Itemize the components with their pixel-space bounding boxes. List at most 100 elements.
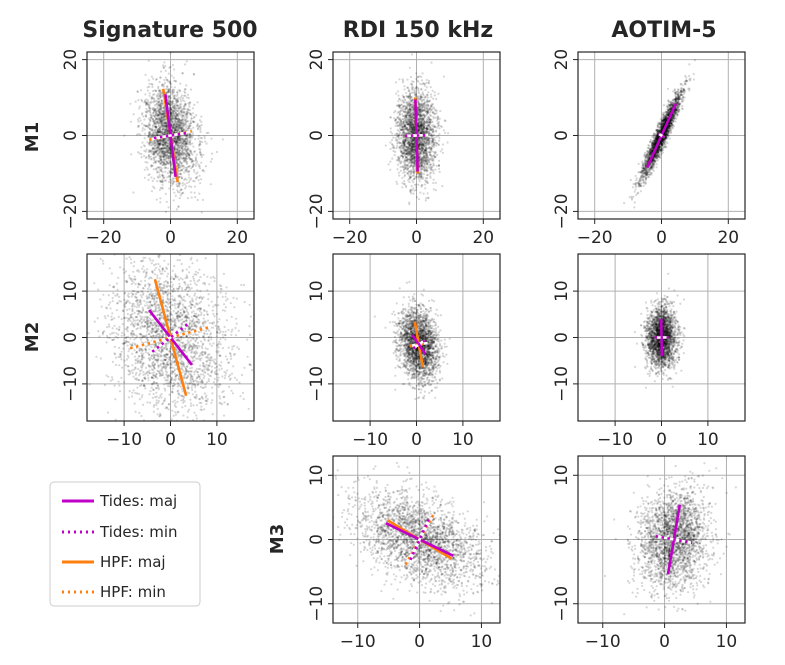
scatter-point bbox=[183, 114, 186, 117]
scatter-point bbox=[186, 127, 189, 130]
scatter-point bbox=[416, 76, 419, 79]
scatter-point bbox=[157, 102, 160, 105]
scatter-point bbox=[407, 100, 410, 103]
scatter-point bbox=[175, 122, 178, 126]
scatter-point bbox=[409, 144, 412, 147]
scatter-point bbox=[182, 111, 185, 114]
scatter-point bbox=[173, 121, 176, 124]
scatter-point bbox=[161, 116, 164, 120]
scatter-point bbox=[152, 151, 155, 154]
scatter-point bbox=[163, 116, 166, 119]
scatter-point bbox=[173, 146, 176, 149]
scatter-point bbox=[420, 129, 423, 132]
scatter-point bbox=[186, 93, 190, 96]
scatter-point bbox=[423, 121, 426, 124]
scatter-point bbox=[418, 118, 421, 121]
scatter-point bbox=[168, 110, 171, 113]
scatter-point bbox=[158, 142, 161, 146]
scatter-point bbox=[417, 103, 420, 106]
scatter-point bbox=[402, 110, 405, 113]
scatter-point bbox=[177, 137, 180, 140]
scatter-point bbox=[409, 188, 412, 191]
scatter-point bbox=[423, 150, 426, 153]
scatter-point bbox=[180, 188, 183, 191]
scatter-point bbox=[404, 125, 407, 128]
scatter-point bbox=[154, 125, 157, 128]
scatter-point bbox=[178, 124, 181, 127]
scatter-point bbox=[396, 116, 399, 119]
scatter-point bbox=[421, 96, 424, 99]
scatter-point bbox=[161, 178, 164, 181]
scatter-point bbox=[175, 97, 178, 100]
scatter-point bbox=[165, 147, 168, 150]
scatter-point bbox=[193, 191, 196, 194]
scatter-point bbox=[179, 105, 182, 108]
scatter-point bbox=[178, 138, 181, 141]
scatter-point bbox=[160, 150, 163, 153]
scatter-point bbox=[425, 106, 428, 110]
scatter-point bbox=[174, 129, 177, 132]
scatter-point bbox=[399, 162, 402, 165]
scatter-point bbox=[194, 138, 197, 141]
scatter-point bbox=[407, 153, 411, 156]
scatter-point bbox=[157, 139, 160, 142]
scatter-point bbox=[159, 139, 162, 142]
scatter-point bbox=[420, 96, 423, 99]
scatter-point bbox=[163, 141, 166, 144]
scatter-point bbox=[410, 126, 413, 129]
scatter-point bbox=[179, 194, 182, 197]
scatter-point bbox=[425, 120, 428, 123]
scatter-point bbox=[175, 161, 178, 164]
scatter-point bbox=[156, 134, 159, 137]
scatter-point bbox=[167, 98, 170, 101]
scatter-point bbox=[162, 133, 165, 136]
scatter-point bbox=[143, 137, 146, 140]
scatter-point bbox=[427, 100, 430, 103]
scatter-point bbox=[401, 157, 405, 160]
scatter-point bbox=[421, 121, 424, 124]
scatter-point bbox=[418, 120, 421, 123]
scatter-point bbox=[161, 130, 164, 133]
scatter-point bbox=[403, 115, 406, 118]
scatter-point bbox=[431, 165, 434, 169]
scatter-point bbox=[170, 123, 173, 127]
scatter-point bbox=[160, 140, 163, 143]
scatter-point bbox=[160, 149, 163, 152]
scatter-point bbox=[156, 175, 160, 178]
scatter-point bbox=[181, 129, 184, 132]
scatter-point bbox=[421, 160, 424, 163]
scatter-point bbox=[398, 97, 401, 100]
scatter-point bbox=[411, 80, 414, 83]
scatter-point bbox=[167, 139, 170, 142]
scatter-point bbox=[399, 110, 402, 113]
scatter-point bbox=[162, 66, 166, 69]
scatter-point bbox=[423, 120, 426, 123]
scatter-point bbox=[171, 115, 175, 118]
scatter-point bbox=[407, 128, 410, 131]
scatter-point bbox=[154, 151, 157, 154]
scatter-point bbox=[425, 107, 428, 110]
scatter-point bbox=[184, 88, 187, 91]
scatter-point bbox=[140, 152, 143, 156]
scatter-point bbox=[390, 139, 394, 142]
scatter-point bbox=[157, 100, 160, 103]
scatter-point bbox=[157, 124, 160, 128]
scatter-point bbox=[168, 97, 171, 100]
scatter-point bbox=[417, 118, 420, 121]
scatter-point bbox=[161, 163, 164, 167]
scatter-point bbox=[179, 109, 182, 112]
scatter-point bbox=[183, 119, 187, 122]
scatter-point bbox=[178, 118, 181, 121]
scatter-point bbox=[156, 180, 159, 183]
scatter-point bbox=[174, 116, 177, 119]
scatter-point bbox=[170, 115, 173, 119]
scatter-point bbox=[178, 158, 181, 161]
scatter-point bbox=[151, 152, 154, 155]
scatter-point bbox=[421, 143, 425, 146]
scatter-point bbox=[163, 125, 166, 128]
scatter-point bbox=[427, 151, 430, 154]
scatter-point bbox=[154, 110, 157, 113]
scatter-point bbox=[181, 139, 184, 142]
scatter-point bbox=[156, 139, 159, 142]
scatter-point bbox=[158, 105, 161, 109]
